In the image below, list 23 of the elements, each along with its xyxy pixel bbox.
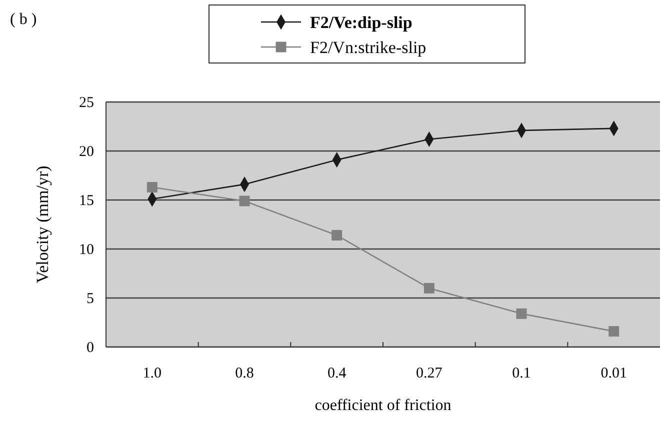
x-tick-label: 0.27 — [416, 366, 443, 382]
legend-label: F2/Ve:dip-slip — [310, 13, 412, 32]
y-tick-label: 10 — [79, 242, 94, 258]
x-tick-label: 0.8 — [235, 366, 254, 382]
y-tick-label: 5 — [86, 290, 94, 307]
y-tick-label: 20 — [79, 144, 94, 160]
x-tick-label: 0.1 — [512, 366, 531, 382]
y-tick-label: 25 — [79, 94, 94, 111]
point — [146, 182, 158, 193]
point — [608, 326, 620, 337]
point — [516, 308, 527, 319]
x-axis-title: coefficient of friction — [314, 397, 452, 414]
x-tick-label: 0.01 — [600, 366, 627, 382]
legend-label: F2/Vn:strike-slip — [310, 38, 426, 57]
x-tick-label: 0.4 — [327, 366, 347, 382]
y-tick-label: 15 — [79, 192, 94, 209]
y-axis-title: Velocity (mm/yr) — [33, 166, 52, 284]
point — [239, 196, 250, 206]
x-tick-label: 1.0 — [142, 366, 162, 382]
chart-title: ( b ) — [10, 11, 37, 28]
point — [332, 230, 342, 241]
y-tick-label: 0 — [86, 340, 94, 356]
point — [424, 282, 434, 294]
